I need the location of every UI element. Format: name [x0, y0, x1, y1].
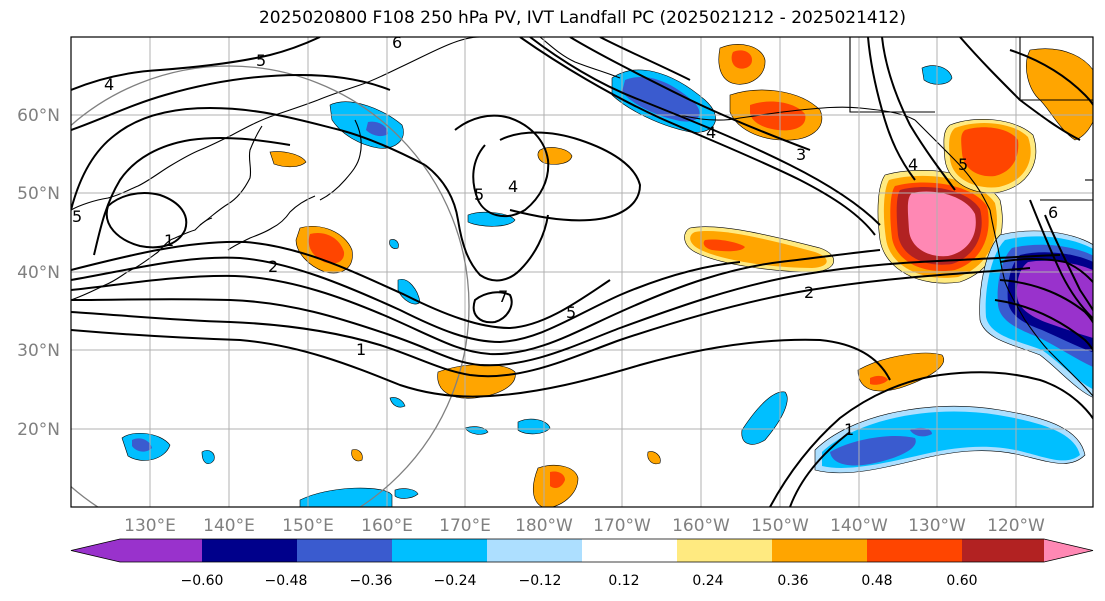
lat-label: 40°N [17, 263, 60, 283]
colorbar-swatch [772, 539, 867, 562]
contour-label: 5 [566, 303, 576, 322]
ivt-contours [71, 37, 1093, 507]
lon-label: 120°W [987, 516, 1045, 536]
lon-label: 140°E [203, 516, 255, 536]
lon-label: 140°W [830, 516, 888, 536]
colorbar-swatch [297, 539, 392, 562]
lat-label: 20°N [17, 420, 60, 440]
colorbar-swatch [677, 539, 772, 562]
map-frame [70, 36, 1094, 508]
contour-label: 7 [498, 287, 508, 306]
colorbar-swatch [120, 539, 202, 562]
contour-label: 4 [104, 75, 114, 94]
contour-labels: 4 5 6 5 1 2 5 4 7 5 4 3 2 1 1 4 5 6 [72, 33, 1058, 439]
colorbar-outline [70, 538, 1094, 563]
lon-label: 160°W [672, 516, 730, 536]
colorbar-tick-label: −0.60 [181, 573, 224, 589]
lon-label: 170°E [439, 516, 491, 536]
colorbar-tick-label: −0.12 [519, 573, 562, 589]
contour-label: 4 [908, 155, 918, 174]
lat-label: 50°N [17, 184, 60, 204]
colorbar-tick-label: 0.60 [946, 573, 977, 589]
contour-label: 1 [356, 340, 366, 359]
colorbar-extend-max [1044, 539, 1093, 562]
colorbar-swatch [392, 539, 487, 562]
contour-label: 6 [392, 33, 402, 52]
gridlines [71, 37, 1093, 507]
colorbar-tick-label: 0.48 [861, 573, 892, 589]
lat-label: 30°N [17, 341, 60, 361]
colorbar-tick-label: 0.36 [777, 573, 808, 589]
colorbar-swatches [70, 538, 1094, 563]
contour-label: 4 [706, 123, 716, 142]
grey-circle-outline [71, 65, 470, 507]
contour-label: 2 [268, 257, 278, 276]
lon-label: 150°E [282, 516, 334, 536]
colorbar-tick-label: −0.24 [434, 573, 477, 589]
contour-label: 3 [796, 145, 806, 164]
colorbar-swatch [867, 539, 962, 562]
contour-label: 5 [958, 155, 968, 174]
contour-label: 1 [164, 231, 174, 250]
lon-label: 180°W [515, 516, 573, 536]
contour-label: 5 [256, 51, 266, 70]
colorbar-tick-label: 0.12 [608, 573, 639, 589]
colorbar-tick-label: −0.36 [350, 573, 393, 589]
contour-label: 2 [804, 283, 814, 302]
colorbar-ticks: −0.60 −0.48 −0.36 −0.24 −0.12 0.12 0.24 … [181, 573, 978, 589]
lon-label: 130°W [908, 516, 966, 536]
colorbar-swatch [582, 539, 677, 562]
lon-label: 170°W [593, 516, 651, 536]
lat-label: 60°N [17, 106, 60, 126]
longitude-labels: 130°E 140°E 150°E 160°E 170°E 180°W 170°… [124, 516, 1045, 536]
map-title: 2025020800 F108 250 hPa PV, IVT Landfall… [258, 8, 906, 28]
colorbar-swatch [962, 539, 1044, 562]
contour-label: 4 [508, 177, 518, 196]
latitude-labels: 60°N 50°N 40°N 30°N 20°N [17, 106, 60, 440]
lon-label: 130°E [124, 516, 176, 536]
contour-label: 5 [474, 185, 484, 204]
colorbar-swatch [202, 539, 297, 562]
contour-label: 5 [72, 207, 82, 226]
contour-label: 1 [844, 420, 854, 439]
colorbar-extend-min [71, 539, 120, 562]
lon-label: 160°E [361, 516, 413, 536]
colorbar-tick-label: −0.48 [265, 573, 308, 589]
colorbar: −0.60 −0.48 −0.36 −0.24 −0.12 0.12 0.24 … [70, 538, 1094, 589]
lon-label: 150°W [751, 516, 809, 536]
colorbar-swatch [487, 539, 582, 562]
colorbar-tick-label: 0.24 [692, 573, 723, 589]
contour-label: 6 [1048, 203, 1058, 222]
